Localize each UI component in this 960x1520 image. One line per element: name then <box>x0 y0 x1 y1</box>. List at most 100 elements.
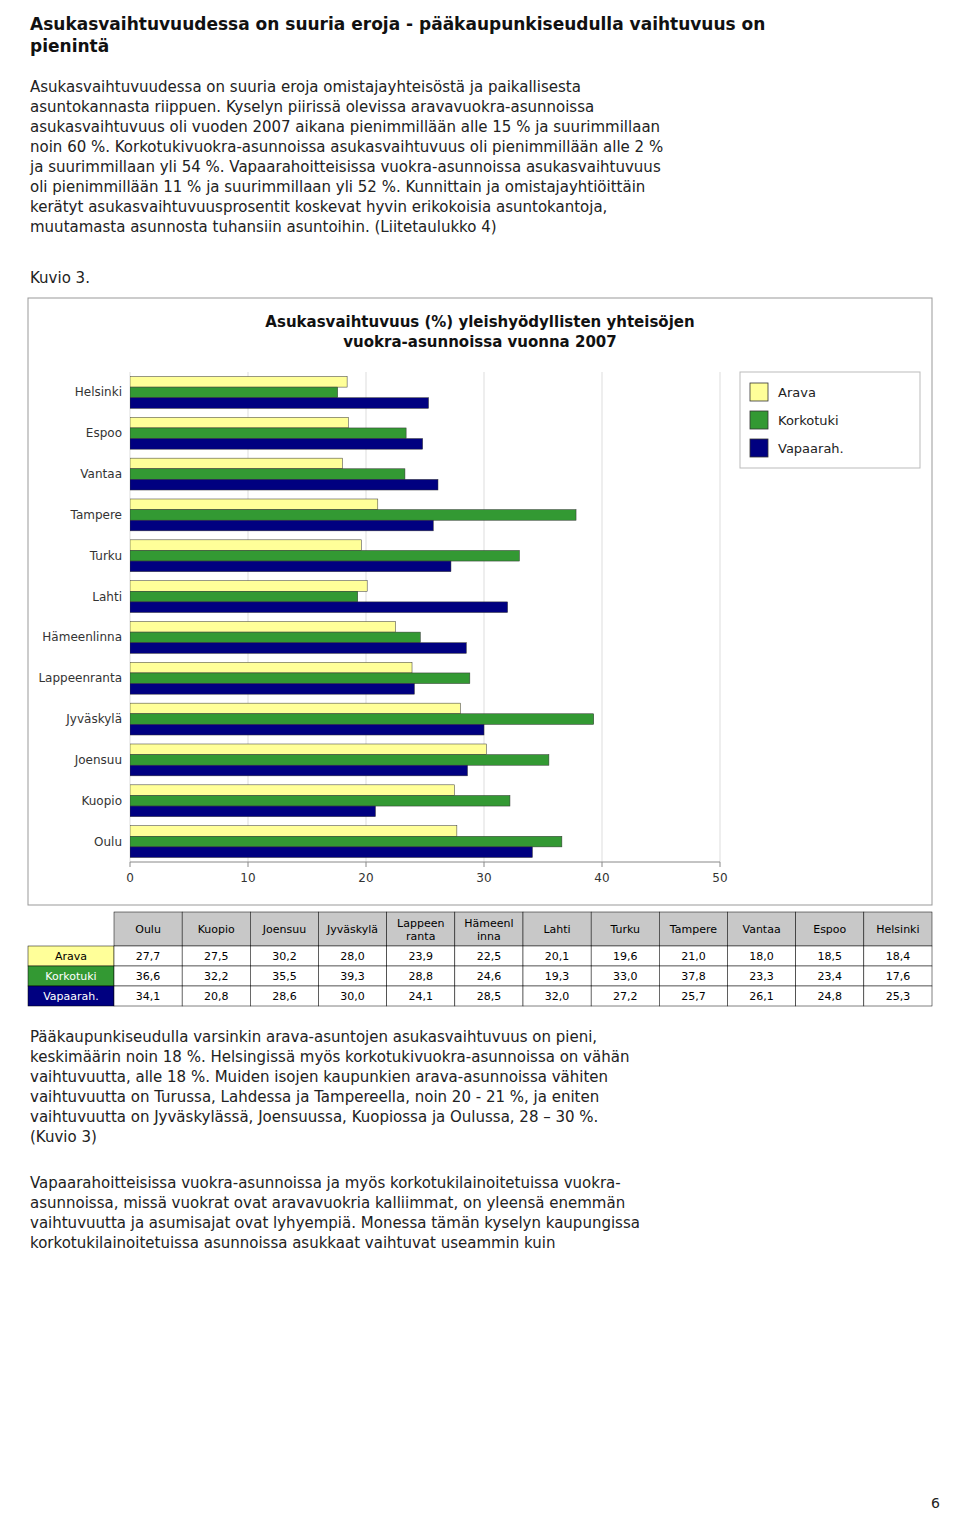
body-text: vaihtuvuutta ja asumisajat ovat lyhyempi… <box>30 1214 640 1232</box>
body-text: vaihtuvuutta, alle 18 %. Muiden isojen k… <box>30 1068 608 1086</box>
table-header-line: Hämeenl <box>464 917 513 930</box>
table-value: 28,8 <box>409 970 434 983</box>
table-header-line: ranta <box>406 930 435 943</box>
bar <box>130 684 414 695</box>
table-header-cell <box>728 912 796 946</box>
legend-label: Korkotuki <box>778 413 839 428</box>
table-header-line: inna <box>477 930 501 943</box>
category-label: Jyväskylä <box>65 712 122 726</box>
table-value: 26,1 <box>749 990 774 1003</box>
table-cell <box>455 986 523 1006</box>
grid-line <box>720 372 721 862</box>
tick-mark <box>130 862 131 867</box>
chart-title: Asukasvaihtuvuus (%) yleishyödyllisten y… <box>265 313 694 351</box>
legend-swatch <box>750 411 768 429</box>
table-value: 27,5 <box>204 950 229 963</box>
bar <box>130 591 358 602</box>
table-value: 23,4 <box>818 970 843 983</box>
body-text: noin 60 %. Korkotukivuokra-asunnoissa as… <box>30 138 663 156</box>
table-cell <box>250 986 318 1006</box>
chart-title-line: vuokra-asunnoissa vuonna 2007 <box>343 333 616 351</box>
table-header: Lappeenranta <box>397 917 444 943</box>
body-text: kerätyt asukasvaihtuvuusprosentit koskev… <box>30 198 607 216</box>
table-header-cell <box>796 912 864 946</box>
table-value: 28,0 <box>340 950 365 963</box>
page: Asukasvaihtuvuudessa on suuria eroja - p… <box>0 0 960 1520</box>
table-header-cell <box>182 912 250 946</box>
table-cell <box>523 946 591 966</box>
page-title: Asukasvaihtuvuudessa on suuria eroja - p… <box>30 14 765 34</box>
bar <box>130 387 338 398</box>
table-cell <box>250 966 318 986</box>
table-value: 24,1 <box>409 990 434 1003</box>
table-header-cell <box>387 912 455 946</box>
table-cell <box>591 966 659 986</box>
table-value: 19,6 <box>613 950 638 963</box>
table-header-line: Lappeen <box>397 917 444 930</box>
table-header: Jyväskylä <box>326 923 378 936</box>
table-value: 32,0 <box>545 990 570 1003</box>
bar <box>130 540 361 551</box>
body-text: muutamasta asunnosta tuhansiin asuntoihi… <box>30 218 497 236</box>
page-title: pienintä <box>30 36 109 56</box>
table: OuluKuopioJoensuuJyväskyläLappeenrantaHä… <box>28 912 932 1006</box>
table-cell <box>114 946 182 966</box>
bar <box>130 662 412 673</box>
body-text: Pääkaupunkiseudulla varsinkin arava-asun… <box>30 1028 597 1046</box>
bar <box>130 428 406 439</box>
table-value: 30,2 <box>272 950 297 963</box>
chart-title-line: Asukasvaihtuvuus (%) yleishyödyllisten y… <box>265 313 694 331</box>
body-text: asukasvaihtuvuus oli vuoden 2007 aikana … <box>30 118 660 136</box>
table-value: 18,0 <box>749 950 774 963</box>
table-header: Helsinki <box>876 923 919 936</box>
table-cell <box>114 986 182 1006</box>
category-label: Joensuu <box>74 753 122 767</box>
bar <box>130 479 438 490</box>
x-axis-line <box>130 862 720 863</box>
table-row-label: Vapaarah. <box>43 990 99 1003</box>
bars <box>130 376 594 857</box>
table-header-cell <box>319 912 387 946</box>
bar <box>130 621 396 632</box>
table-row-label-cell <box>28 946 114 966</box>
table-value: 20,1 <box>545 950 570 963</box>
bar <box>130 439 423 450</box>
table-row-label: Arava <box>55 950 87 963</box>
tick-mark <box>248 862 249 867</box>
table-row-label: Korkotuki <box>45 970 96 983</box>
table-cell <box>864 986 932 1006</box>
table-value: 28,6 <box>272 990 297 1003</box>
table-header: Turku <box>609 923 640 936</box>
table-header-line: Tampere <box>669 923 717 936</box>
page-background <box>0 0 960 1520</box>
tick-label: 40 <box>594 871 609 885</box>
table-value: 20,8 <box>204 990 229 1003</box>
table-cell <box>728 966 796 986</box>
bar <box>130 499 378 510</box>
category-label: Espoo <box>86 426 122 440</box>
table-value: 21,0 <box>681 950 706 963</box>
table-value: 32,2 <box>204 970 229 983</box>
legend-swatch <box>750 383 768 401</box>
table-value: 17,6 <box>886 970 911 983</box>
table-header-cell <box>659 912 727 946</box>
legend: AravaKorkotukiVapaarah. <box>740 372 920 468</box>
category-label: Lappeenranta <box>38 671 122 685</box>
page-number: 6 <box>931 1495 940 1511</box>
body-text: Asukasvaihtuvuudessa on suuria eroja omi… <box>30 78 581 96</box>
table-value: 30,0 <box>340 990 365 1003</box>
table-cell <box>728 986 796 1006</box>
bar <box>130 458 342 469</box>
table-value: 33,0 <box>613 970 638 983</box>
bar <box>130 806 375 817</box>
grid-line <box>602 372 603 862</box>
table-cell <box>659 966 727 986</box>
category-label: Oulu <box>94 835 122 849</box>
body-text: Vapaarahoitteisissa vuokra-asunnoissa ja… <box>30 1174 621 1192</box>
table-header-line: Oulu <box>135 923 161 936</box>
body-text: vaihtuvuutta on Turussa, Lahdessa ja Tam… <box>30 1088 599 1106</box>
bar <box>130 755 549 766</box>
bar <box>130 785 455 796</box>
bar <box>130 550 519 561</box>
category-label: Tampere <box>70 508 122 522</box>
